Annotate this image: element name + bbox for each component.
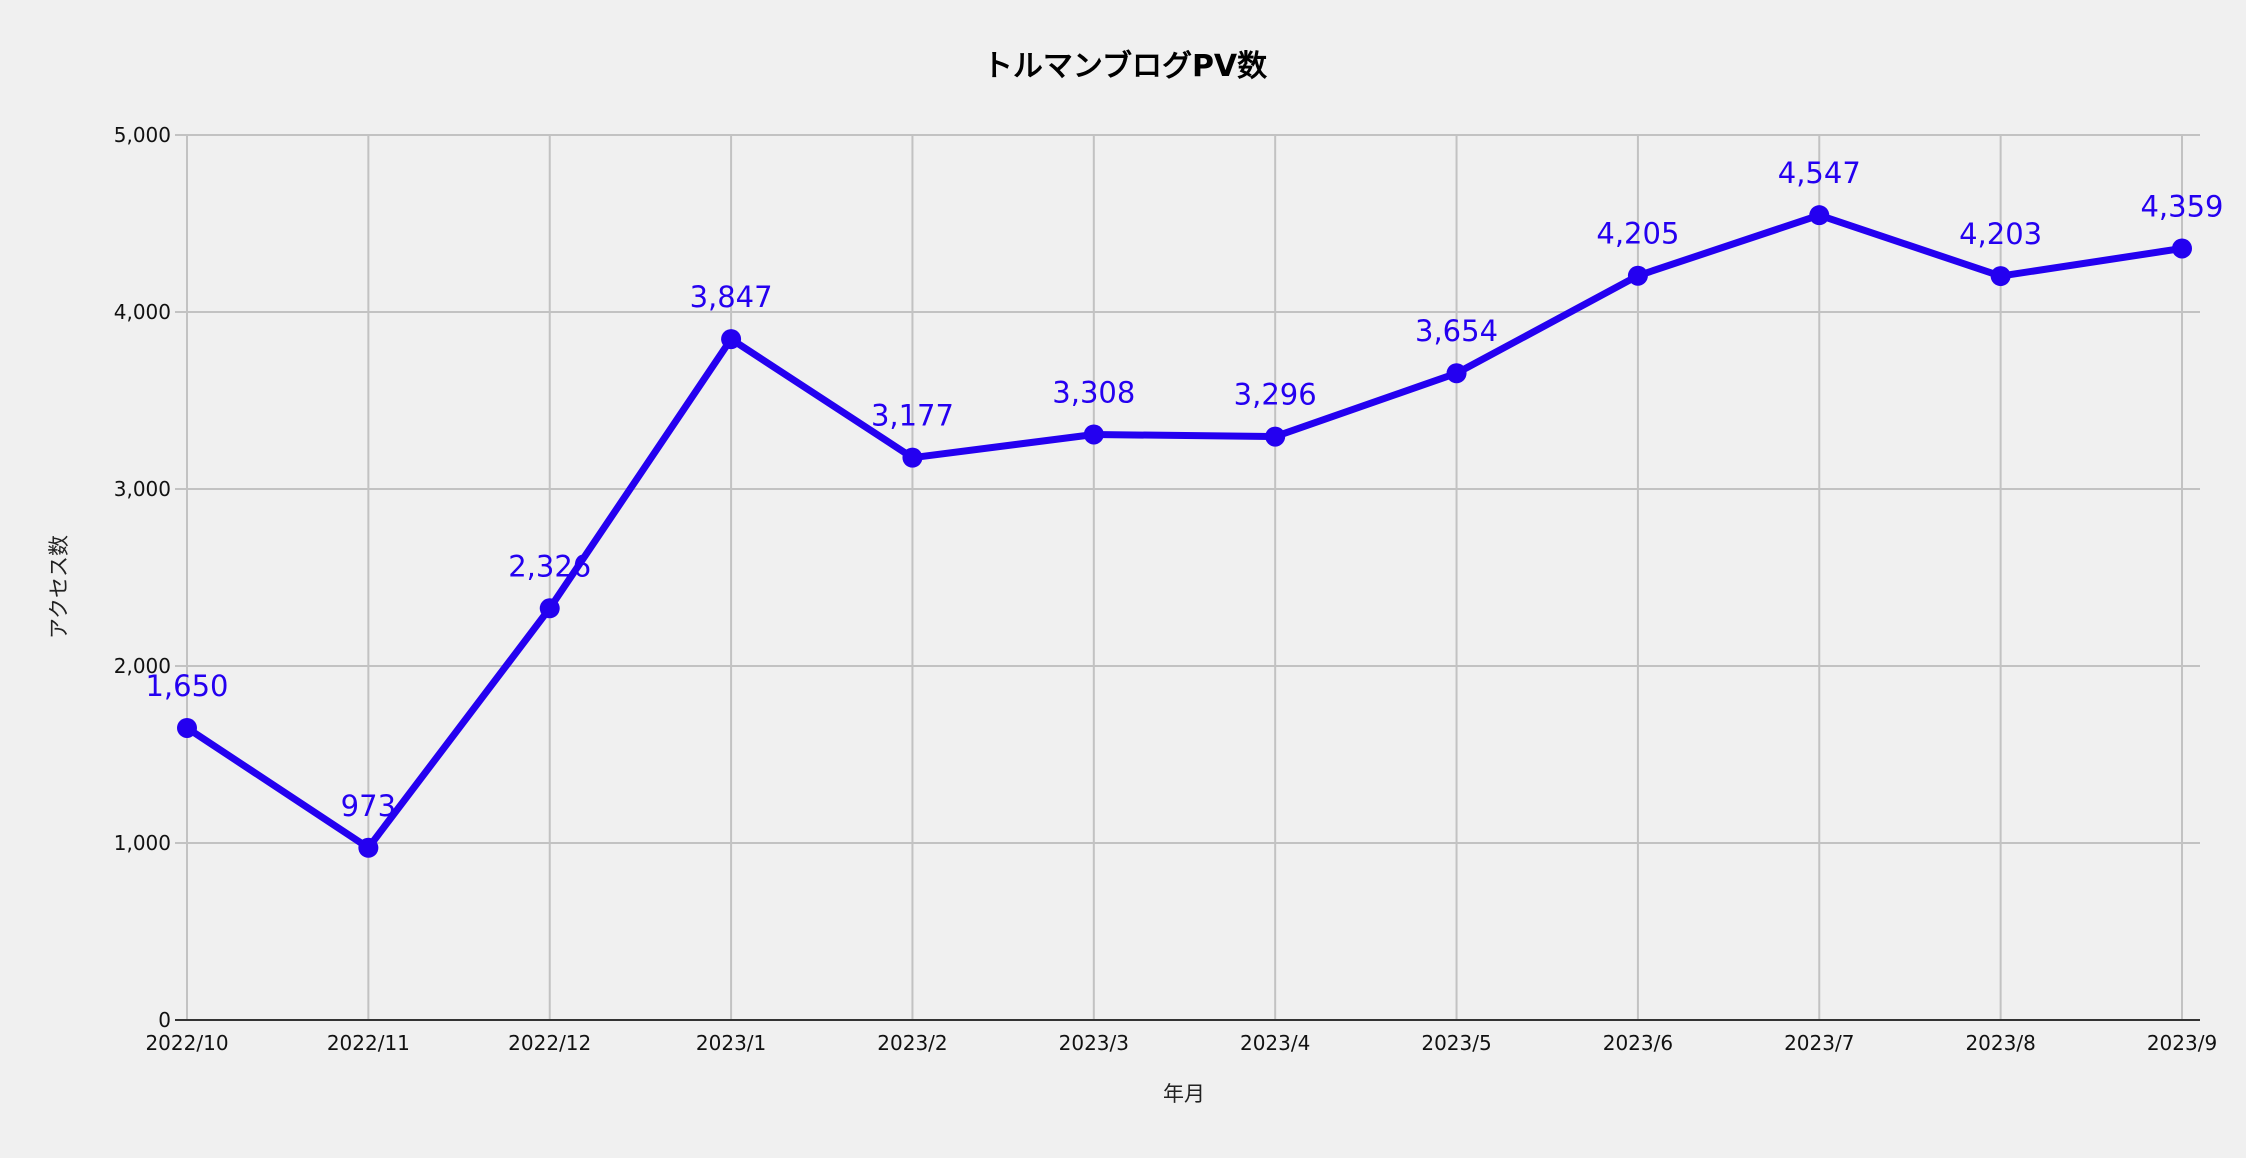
data-label: 4,205 [1596, 217, 1679, 251]
x-tick-label: 2023/4 [1240, 1031, 1310, 1055]
vertical-gridlines [186, 135, 2183, 1020]
data-point [1265, 426, 1286, 447]
chart-title: トルマンブログPV数 [983, 49, 1268, 84]
data-point [1446, 363, 1467, 384]
horizontal-gridlines [175, 134, 2200, 1021]
data-label: 1,650 [145, 669, 228, 703]
data-label: 3,296 [1234, 378, 1317, 412]
data-label: 4,547 [1778, 156, 1861, 190]
x-tick-label: 2023/1 [696, 1031, 766, 1055]
series-line [183, 211, 2186, 852]
data-label: 3,847 [690, 280, 773, 314]
data-point [2172, 238, 2192, 259]
data-point [177, 717, 197, 738]
data-label: 3,177 [871, 399, 954, 433]
data-point [1990, 266, 2011, 287]
x-tick-label: 2023/8 [1965, 1031, 2035, 1055]
y-tick-label: 0 [158, 1008, 171, 1032]
x-tick-label: 2023/3 [1059, 1031, 1129, 1055]
x-tick-label: 2022/11 [327, 1031, 410, 1055]
data-point [539, 598, 560, 619]
y-tick-label: 2,000 [114, 654, 171, 678]
data-label: 3,654 [1415, 314, 1498, 348]
x-tick-label: 2023/2 [877, 1031, 947, 1055]
data-label: 4,359 [2140, 189, 2223, 223]
y-tick-label: 3,000 [114, 477, 171, 501]
y-axis-ticks: 0 1,000 2,000 3,000 4,000 5,000 [114, 123, 171, 1032]
data-label: 2,326 [508, 549, 591, 583]
data-point [902, 447, 923, 468]
x-tick-label: 2023/7 [1784, 1031, 1854, 1055]
x-tick-label: 2022/10 [145, 1031, 228, 1055]
series-group [177, 205, 2192, 858]
x-tick-label: 2022/12 [508, 1031, 591, 1055]
data-label: 4,203 [1959, 217, 2042, 251]
data-point [358, 837, 379, 858]
y-tick-label: 1,000 [114, 831, 171, 855]
x-tick-label: 2023/6 [1603, 1031, 1673, 1055]
x-tick-label: 2023/9 [2147, 1031, 2217, 1055]
data-labels: 1,650 973 2,326 3,847 3,177 3,308 3,296 3,654 4,… [145, 156, 2223, 823]
x-tick-label: 2023/5 [1421, 1031, 1491, 1055]
data-point [1809, 205, 1830, 226]
data-point [721, 329, 742, 350]
y-tick-label: 4,000 [114, 300, 171, 324]
data-label: 973 [341, 789, 396, 823]
y-tick-label: 5,000 [114, 123, 171, 147]
x-axis-ticks: 2022/10 2022/11 2022/12 2023/1 2023/2 2023/3 2… [145, 1031, 2217, 1055]
data-point [1083, 424, 1104, 445]
y-axis-title: アクセス数 [47, 535, 71, 639]
data-point [1627, 265, 1648, 286]
data-label: 3,308 [1052, 375, 1135, 409]
x-axis-title: 年月 [1163, 1082, 1205, 1106]
